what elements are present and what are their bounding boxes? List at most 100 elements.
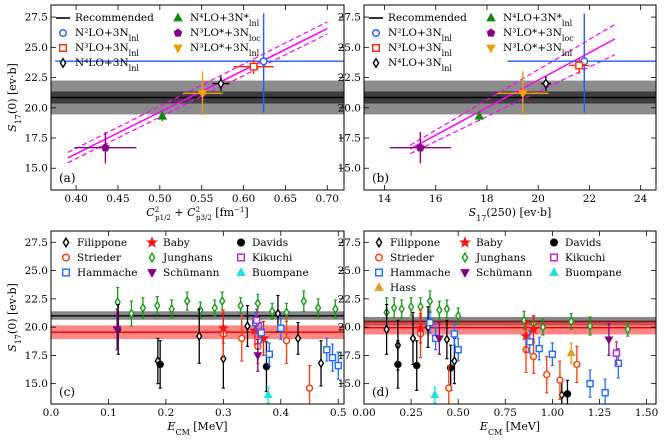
data-point-hammache xyxy=(526,329,534,354)
y-tick-label: 17.5 xyxy=(338,350,361,362)
legend-text: N⁴LO+3N*lnl xyxy=(503,12,573,28)
x-tick-label: 0.2 xyxy=(158,407,175,419)
marker-hammache xyxy=(454,346,462,354)
marker-hammache xyxy=(450,330,459,338)
marker-n4lo xyxy=(542,77,550,90)
marker-junghans xyxy=(539,321,547,333)
legend-text: Buompane xyxy=(565,267,622,279)
y-tick-label: 15.0 xyxy=(25,163,48,175)
legend-marker-strieder xyxy=(375,253,384,262)
marker-junghans xyxy=(624,324,631,335)
marker-hammache xyxy=(323,346,331,354)
data-point-hammache xyxy=(535,336,543,361)
y-tick-label: 27.5 xyxy=(338,237,361,249)
x-tick-label: 0.4 xyxy=(272,407,289,419)
legend-marker-hammache xyxy=(62,268,71,277)
y-tick-label: 17.5 xyxy=(25,350,48,362)
data-point-baby xyxy=(520,319,532,353)
data-point-strieder xyxy=(543,355,551,394)
marker-strieder xyxy=(543,370,551,379)
marker-junghans xyxy=(586,320,594,332)
marker-baby xyxy=(527,323,540,335)
marker-hammache xyxy=(426,318,434,327)
y-axis-label: S17(0) [ev·b] xyxy=(6,63,23,132)
legend-text: Kikuchi xyxy=(252,252,293,264)
marker-hammache xyxy=(257,329,265,337)
y-tick-label: 22.5 xyxy=(25,293,48,305)
marker-filippone xyxy=(443,334,451,345)
legend-text: Buompane xyxy=(252,267,309,279)
marker-baby xyxy=(414,322,427,334)
y-tick-label: 27.5 xyxy=(25,12,48,24)
y-tick-label: 15.0 xyxy=(338,163,361,175)
x-tick-label: 1.50 xyxy=(635,407,658,419)
plot-area xyxy=(364,290,656,404)
fit-line-upper xyxy=(67,21,328,154)
data-point-hammache xyxy=(323,337,331,362)
marker-filippone xyxy=(451,355,458,367)
x-tick-label: 20 xyxy=(531,193,544,205)
data-point-filippone xyxy=(294,322,302,355)
data-point-junghans xyxy=(314,298,322,318)
y-tick-label: 15.0 xyxy=(25,378,48,390)
marker-n3lo-star-lnl xyxy=(517,89,528,99)
data-point-junghans xyxy=(300,290,308,312)
y-tick-label: 27.5 xyxy=(25,237,48,249)
data-point-hammache xyxy=(265,342,274,367)
x-tick-label: 18 xyxy=(480,193,493,205)
x-tick-label: 0.45 xyxy=(106,193,129,205)
marker-junghans xyxy=(300,295,308,307)
data-point-n3lo-loc xyxy=(74,131,137,164)
data-point-junghans xyxy=(168,299,175,319)
data-point-n4lo xyxy=(540,76,551,91)
x-tick-label: 1.00 xyxy=(541,407,564,419)
data-point-n2lo xyxy=(55,13,344,113)
legend-marker-n3lo-loc xyxy=(486,28,496,37)
marker-junghans xyxy=(454,310,462,322)
legend-marker-filippone xyxy=(62,236,70,249)
x-axis-label: ECM [MeV] xyxy=(166,420,227,437)
marker-hammache xyxy=(601,388,609,397)
data-point-junghans xyxy=(454,307,462,325)
data-point-n2lo xyxy=(507,13,656,113)
legend-text: Strieder xyxy=(390,252,435,264)
marker-n3lo-loc xyxy=(416,143,425,152)
x-tick-label: 0.75 xyxy=(494,407,517,419)
data-point-hammache xyxy=(334,351,342,380)
legend-text: Baby xyxy=(476,237,503,249)
data-point-buompane xyxy=(430,386,440,404)
marker-strieder xyxy=(238,334,246,343)
marker-filippone xyxy=(294,333,302,344)
data-point-hass xyxy=(566,342,576,364)
data-point-baby xyxy=(414,312,427,344)
x-tick-label: 0.5 xyxy=(330,407,347,419)
y-tick-label: 25.0 xyxy=(25,265,48,277)
plot-frame xyxy=(363,4,657,191)
legend-text: N⁴LO+3Nlnl xyxy=(388,57,452,73)
marker-n4lo-star xyxy=(157,110,168,120)
marker-hammache xyxy=(277,324,285,332)
data-point-davids xyxy=(156,340,164,389)
legend-text: Hass xyxy=(390,282,416,294)
x-axis-label: ECM [MeV] xyxy=(479,420,540,437)
marker-davids xyxy=(563,390,572,398)
marker-schumann xyxy=(434,335,444,344)
marker-buompane xyxy=(430,389,440,399)
marker-junghans xyxy=(417,301,424,312)
data-point-filippone xyxy=(317,340,325,387)
legend-marker-kikuchi xyxy=(550,253,559,262)
legend-marker-baby xyxy=(146,236,158,248)
x-tick-label: 0.00 xyxy=(352,407,375,419)
data-point-junghans xyxy=(332,299,339,319)
marker-junghans xyxy=(154,300,161,311)
data-point-davids xyxy=(413,340,421,391)
marker-n3lo-star-lnl xyxy=(197,89,208,99)
legend-marker-kikuchi xyxy=(236,253,245,262)
data-point-junghans xyxy=(139,297,147,319)
plot-area xyxy=(51,286,344,404)
data-point-junghans xyxy=(268,302,276,320)
marker-buompane xyxy=(263,389,273,399)
legend-marker-schumann xyxy=(460,269,470,278)
panel-a: 0.40 0.45 0.50 0.55 0.60 0.65 0.70 15.0 17.5 20.0… xyxy=(25,4,345,222)
